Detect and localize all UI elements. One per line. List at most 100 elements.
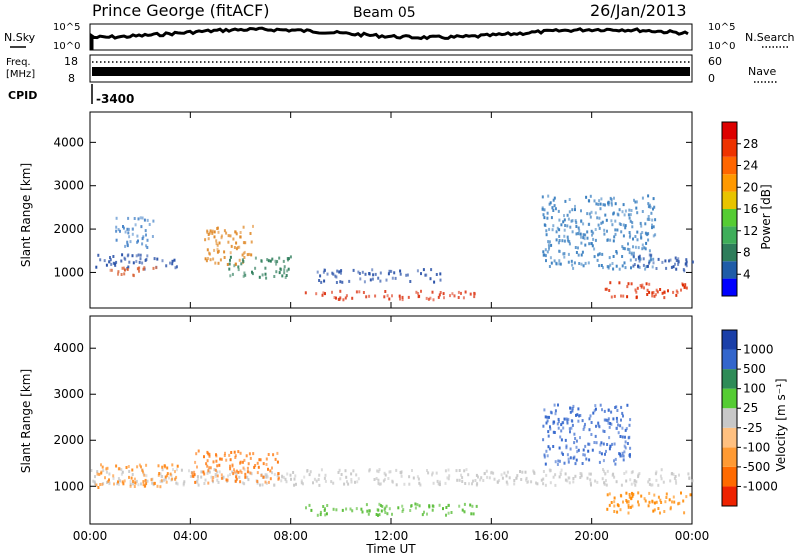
colorbar-cell xyxy=(722,466,737,487)
scatter-cell xyxy=(625,479,628,483)
scatter-cell xyxy=(227,234,230,238)
scatter-cell xyxy=(612,417,615,421)
scatter-cell xyxy=(213,235,216,239)
scatter-cell xyxy=(683,511,686,515)
scatter-cell xyxy=(456,478,459,482)
scatter-cell xyxy=(607,203,610,207)
scatter-cell xyxy=(530,480,533,484)
scatter-cell xyxy=(425,296,428,300)
scatter-cell xyxy=(593,441,596,444)
scatter-cell xyxy=(667,289,669,293)
scatter-cell xyxy=(220,234,223,238)
colorbar-tick-label: -25 xyxy=(743,421,763,435)
scatter-cell xyxy=(256,481,259,485)
scatter-cell xyxy=(146,479,149,483)
scatter-cell xyxy=(648,259,651,263)
scatter-cell xyxy=(585,457,588,461)
scatter-cell xyxy=(216,243,219,247)
scatter-cell xyxy=(561,421,564,425)
scatter-cell xyxy=(607,419,610,423)
scatter-cell xyxy=(244,475,247,479)
scatter-cell xyxy=(603,418,606,422)
scatter-cell xyxy=(146,254,149,258)
scatter-cell xyxy=(562,252,565,256)
scatter-cell xyxy=(615,250,618,253)
scatter-cell xyxy=(365,295,368,299)
scatter-cell xyxy=(97,253,100,257)
scatter-cell xyxy=(382,479,385,483)
scatter-cell xyxy=(159,485,162,489)
scatter-cell xyxy=(634,235,637,238)
scatter-cell xyxy=(655,288,658,292)
scatter-cell xyxy=(665,496,668,499)
scatter-cell xyxy=(606,469,609,473)
scatter-cell xyxy=(142,470,144,474)
scatter-cell xyxy=(621,454,624,458)
scatter-cell xyxy=(580,235,582,239)
scatter-cell xyxy=(548,468,551,472)
scatter-cell xyxy=(674,256,677,260)
scatter-cell xyxy=(608,425,611,429)
scatter-cell xyxy=(159,472,162,476)
scatter-cell xyxy=(471,504,474,508)
scatter-cell xyxy=(564,224,567,227)
scatter-cell xyxy=(200,475,203,479)
scatter-cell xyxy=(124,230,127,234)
scatter-cell xyxy=(605,483,608,487)
scatter-cell xyxy=(472,479,474,483)
scatter-cell xyxy=(256,479,259,483)
scatter-cell xyxy=(265,463,268,466)
xlabel: Time UT xyxy=(365,542,416,554)
scatter-cell xyxy=(95,483,98,487)
scatter-cell xyxy=(614,202,617,206)
scatter-cell xyxy=(447,477,450,481)
scatter-cell xyxy=(598,226,601,230)
scatter-cell xyxy=(415,290,418,294)
scatter-cell xyxy=(126,244,129,248)
scatter-cell xyxy=(546,415,549,419)
scatter-cell xyxy=(197,483,200,487)
scatter-cell xyxy=(233,450,236,454)
scatter-cell xyxy=(248,452,251,456)
scatter-cell xyxy=(673,500,676,504)
scatter-cell xyxy=(368,272,371,276)
scatter-cell xyxy=(653,508,656,512)
scatter-cell xyxy=(257,465,260,469)
scatter-cell xyxy=(442,292,445,296)
scatter-cell xyxy=(685,495,688,499)
scatter-cell xyxy=(217,230,220,234)
scatter-cell xyxy=(112,261,115,265)
scatter-cell xyxy=(577,419,580,423)
scatter-cell xyxy=(643,286,645,290)
power-colorbar-label: Power [dB] xyxy=(759,184,773,249)
scatter-cell xyxy=(635,290,638,294)
scatter-cell xyxy=(598,450,601,454)
scatter-cell xyxy=(588,242,591,246)
scatter-cell xyxy=(566,235,569,239)
scatter-cell xyxy=(407,295,410,299)
colorbar-cell xyxy=(722,427,737,448)
scatter-cell xyxy=(447,468,450,472)
scatter-cell xyxy=(560,451,563,455)
scatter-cell xyxy=(96,470,99,474)
scatter-cell xyxy=(624,440,627,444)
scatter-cell xyxy=(542,477,545,481)
scatter-cell xyxy=(648,290,651,294)
scatter-cell xyxy=(559,473,562,476)
scatter-cell xyxy=(570,259,573,263)
colorbar-cell xyxy=(722,388,737,409)
scatter-cell xyxy=(322,291,325,295)
scatter-cell xyxy=(200,470,203,474)
scatter-cell xyxy=(610,201,613,205)
scatter-cell xyxy=(278,271,281,275)
scatter-cell xyxy=(211,232,214,235)
scatter-cell xyxy=(208,466,211,470)
scatter-cell xyxy=(273,275,276,278)
scatter-cell xyxy=(274,259,277,263)
scatter-cell xyxy=(140,225,143,229)
scatter-cell xyxy=(97,486,100,489)
scatter-cell xyxy=(364,272,367,276)
scatter-cell xyxy=(566,224,569,228)
scatter-cell xyxy=(569,406,572,410)
